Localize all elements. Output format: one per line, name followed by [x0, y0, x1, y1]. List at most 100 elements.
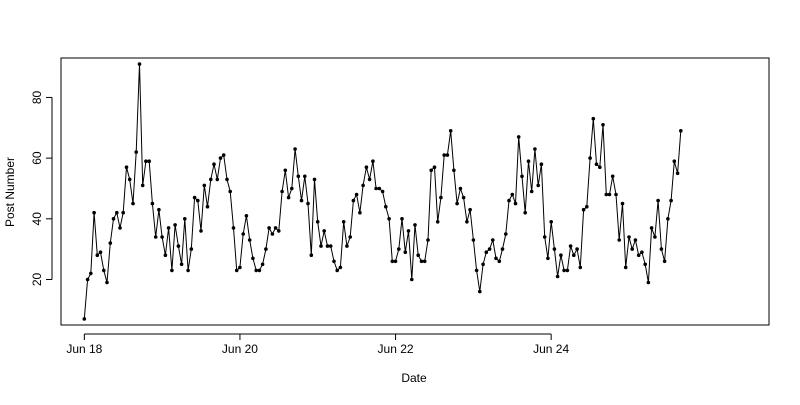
data-point [225, 177, 229, 182]
data-point [212, 162, 216, 166]
y-axis: 20 40 60 80 [30, 90, 53, 286]
data-point [491, 238, 495, 242]
data-point [594, 162, 599, 166]
data-point [552, 247, 557, 251]
data-point [251, 256, 255, 261]
data-point [218, 156, 223, 160]
data-point [150, 201, 155, 206]
data-point [672, 159, 677, 163]
data-point [273, 226, 278, 230]
data-point [604, 192, 609, 197]
data-point [666, 217, 670, 221]
data-point [319, 244, 323, 248]
data-point [147, 159, 151, 163]
data-point [510, 192, 515, 197]
data-point [199, 229, 203, 233]
data-point [679, 129, 683, 133]
data-point [403, 250, 408, 254]
data-point [299, 198, 304, 203]
data-point [387, 217, 391, 221]
data-point [157, 207, 161, 212]
data-point [166, 226, 171, 230]
data-point [620, 201, 625, 206]
data-point [568, 244, 573, 248]
data-point [448, 129, 453, 133]
data-point [419, 259, 424, 264]
data-point [640, 250, 644, 254]
data-point [539, 162, 544, 166]
data-point [416, 253, 421, 257]
data-point [432, 165, 437, 169]
data-point [89, 271, 93, 276]
data-point [406, 229, 411, 233]
data-point [153, 235, 158, 239]
data-point [196, 198, 200, 203]
data-point [659, 247, 664, 251]
data-point [348, 235, 353, 239]
data-point [643, 262, 647, 267]
data-point [127, 177, 132, 182]
data-point [513, 201, 518, 206]
data-point [669, 198, 673, 203]
data-point [163, 253, 168, 257]
data-point [277, 229, 281, 233]
data-point [445, 153, 450, 157]
data-point [393, 259, 398, 264]
data-point [578, 265, 583, 270]
data-point [205, 204, 210, 209]
data-point [380, 189, 385, 194]
data-point [108, 241, 113, 245]
data-point [367, 177, 372, 182]
data-point [358, 210, 362, 215]
series-group [82, 62, 683, 321]
data-point [562, 268, 566, 273]
data-point [209, 177, 213, 182]
data-point [267, 226, 271, 230]
data-point [176, 244, 181, 248]
data-point [607, 192, 612, 197]
data-point [115, 210, 119, 215]
data-point [610, 174, 615, 179]
data-point [332, 259, 336, 264]
data-point [241, 232, 245, 236]
data-point [283, 168, 288, 173]
data-point [591, 116, 596, 121]
data-point [575, 247, 579, 251]
data-point [649, 226, 654, 230]
data-point [471, 238, 476, 242]
data-point [636, 253, 641, 257]
data-point [312, 177, 317, 182]
data-point [646, 280, 651, 285]
data-point [105, 280, 109, 285]
data-point [341, 220, 346, 224]
data-point [494, 256, 498, 261]
data-point [542, 235, 547, 239]
data-point [354, 192, 359, 197]
data-point [426, 238, 430, 242]
data-point [140, 183, 145, 188]
data-point [247, 238, 252, 242]
data-point [328, 244, 333, 248]
data-point [280, 189, 284, 194]
data-point [526, 159, 531, 163]
data-point [452, 168, 456, 173]
data-point [623, 265, 628, 270]
x-axis: Jun 18 Jun 20 Jun 22 Jun 24 [66, 333, 569, 356]
data-point [529, 189, 534, 194]
data-point [377, 186, 382, 191]
data-point [429, 168, 434, 173]
data-point [85, 277, 90, 282]
data-point [371, 159, 375, 163]
data-point [92, 210, 96, 215]
data-point [410, 277, 414, 282]
data-point [244, 214, 249, 218]
data-point [170, 268, 174, 273]
data-point [630, 247, 634, 251]
data-point [228, 189, 232, 194]
data-point [315, 220, 320, 224]
data-point [231, 226, 236, 230]
data-point [82, 317, 87, 321]
data-point [286, 195, 291, 200]
data-point [254, 268, 258, 273]
data-point [481, 262, 485, 267]
